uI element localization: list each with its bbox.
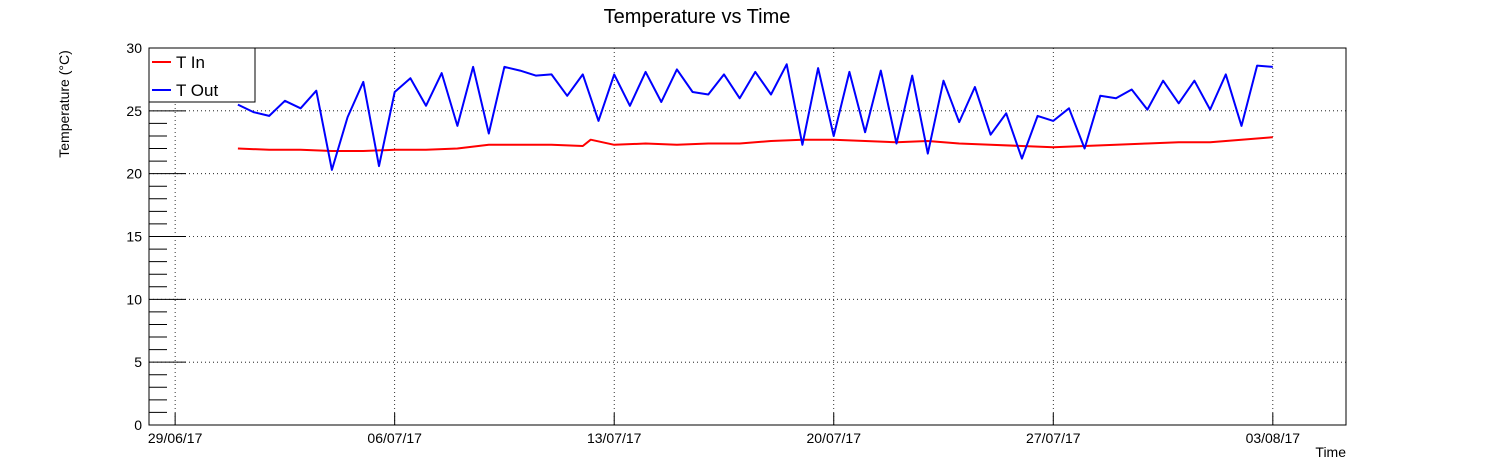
grid-lines bbox=[149, 48, 1346, 425]
x-tick-label: 03/08/17 bbox=[1246, 430, 1301, 446]
plot-frame bbox=[148, 47, 1347, 426]
chart-title: Temperature vs Time bbox=[604, 6, 791, 28]
legend-label: T In bbox=[176, 53, 205, 72]
y-tick-label: 20 bbox=[126, 166, 142, 182]
x-tick-label: 13/07/17 bbox=[587, 430, 642, 446]
y-tick-label: 30 bbox=[126, 40, 142, 56]
x-tick-label: 29/06/17 bbox=[148, 430, 203, 446]
series-line-t-in bbox=[237, 136, 1273, 152]
series-lines bbox=[237, 63, 1273, 171]
y-tick-label: 15 bbox=[126, 229, 142, 245]
x-tick-label: 06/07/17 bbox=[367, 430, 422, 446]
y-axis-title: Temperature (°C) bbox=[56, 50, 72, 158]
x-tick-label: 27/07/17 bbox=[1026, 430, 1081, 446]
x-tick-label: 20/07/17 bbox=[806, 430, 861, 446]
x-axis-title: Time bbox=[1315, 444, 1346, 460]
y-tick-label: 5 bbox=[134, 354, 142, 370]
series-line-t-out bbox=[237, 63, 1273, 171]
y-tick-label: 10 bbox=[126, 291, 142, 307]
legend: T In T Out bbox=[148, 47, 256, 103]
y-tick-label: 25 bbox=[126, 103, 142, 119]
legend-box bbox=[148, 47, 256, 103]
y-tick-label: 0 bbox=[134, 417, 142, 433]
legend-label: T Out bbox=[176, 81, 218, 100]
axes: 0 5 10 15 20 25 30 29/06/17 06/07/17 13/07/17 20/0… bbox=[126, 40, 1300, 446]
